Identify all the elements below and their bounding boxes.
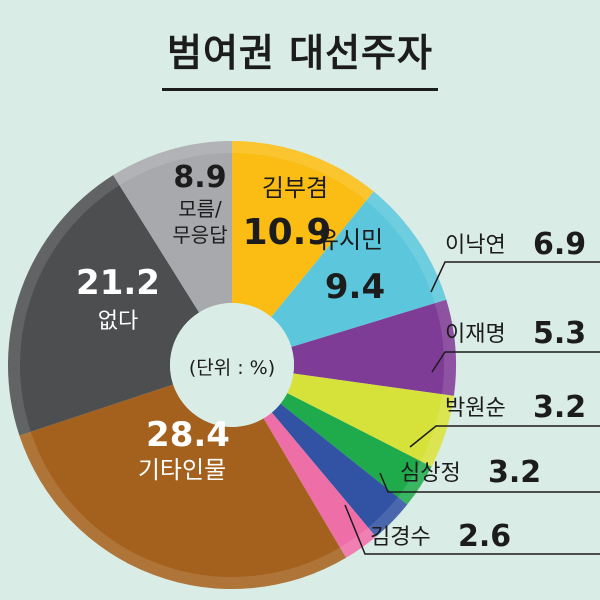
slice-7 bbox=[19, 384, 347, 589]
slice-value-6: 2.6 bbox=[458, 519, 511, 554]
leader-line-5 bbox=[379, 472, 600, 493]
slice-rim-6 bbox=[339, 527, 376, 558]
slice-0 bbox=[232, 141, 374, 317]
slice-3 bbox=[287, 373, 454, 467]
slice-8 bbox=[8, 175, 200, 436]
slice-value-1: 9.4 bbox=[325, 267, 385, 307]
slice-rim-9 bbox=[113, 141, 232, 186]
slice-1 bbox=[271, 191, 447, 347]
slice-label-8: 없다 bbox=[98, 309, 138, 334]
slice-value-0: 10.9 bbox=[243, 212, 332, 253]
slice-value-9: 8.9 bbox=[173, 160, 226, 195]
slice-label-6: 김경수 bbox=[370, 525, 431, 550]
slice-label-4: 박원순 bbox=[445, 396, 506, 421]
slice-label-9: 모름/ bbox=[178, 197, 222, 221]
slice-label-7: 기타인물 bbox=[138, 456, 226, 484]
slice-value-7: 28.4 bbox=[146, 415, 230, 455]
slice-2 bbox=[291, 299, 457, 396]
slice-label-2: 이낙연 bbox=[445, 233, 506, 258]
slice-value-3: 5.3 bbox=[533, 316, 586, 351]
slice-rim-0 bbox=[232, 141, 374, 201]
slice-label-0: 김부겸 bbox=[262, 174, 328, 202]
leader-line-3 bbox=[431, 351, 600, 373]
slice-label-3: 이재명 bbox=[445, 322, 506, 347]
donut-hole bbox=[170, 303, 294, 427]
slice-rim-3 bbox=[420, 394, 454, 467]
slice-label-1: 유시민 bbox=[317, 226, 383, 254]
callouts-group bbox=[344, 261, 600, 555]
title-underline bbox=[162, 88, 438, 91]
slice-label-9-1: 무응답 bbox=[172, 223, 227, 247]
slice-rim-7 bbox=[19, 431, 347, 589]
slice-label-5: 심상정 bbox=[400, 461, 461, 486]
slice-9 bbox=[113, 141, 232, 313]
chart-title: 범여권 대선주자 bbox=[167, 31, 433, 75]
slice-rim-2 bbox=[434, 299, 457, 396]
slice-value-2: 6.9 bbox=[533, 227, 586, 262]
slice-rim-4 bbox=[397, 461, 432, 505]
slice-5 bbox=[271, 403, 408, 537]
slice-value-4: 3.2 bbox=[533, 390, 586, 425]
center-unit-label: (단위 : %) bbox=[189, 357, 275, 379]
slice-rim-5 bbox=[368, 497, 408, 537]
slice-value-5: 3.2 bbox=[488, 455, 541, 490]
slice-6 bbox=[263, 412, 376, 558]
slice-rim-8 bbox=[8, 175, 120, 436]
leader-line-2 bbox=[430, 261, 600, 293]
slice-value-8: 21.2 bbox=[76, 263, 160, 303]
leader-line-6 bbox=[344, 504, 600, 555]
slices-group bbox=[8, 141, 457, 589]
leader-line-4 bbox=[409, 425, 600, 448]
slice-4 bbox=[280, 393, 432, 505]
slice-rim-1 bbox=[366, 191, 447, 304]
